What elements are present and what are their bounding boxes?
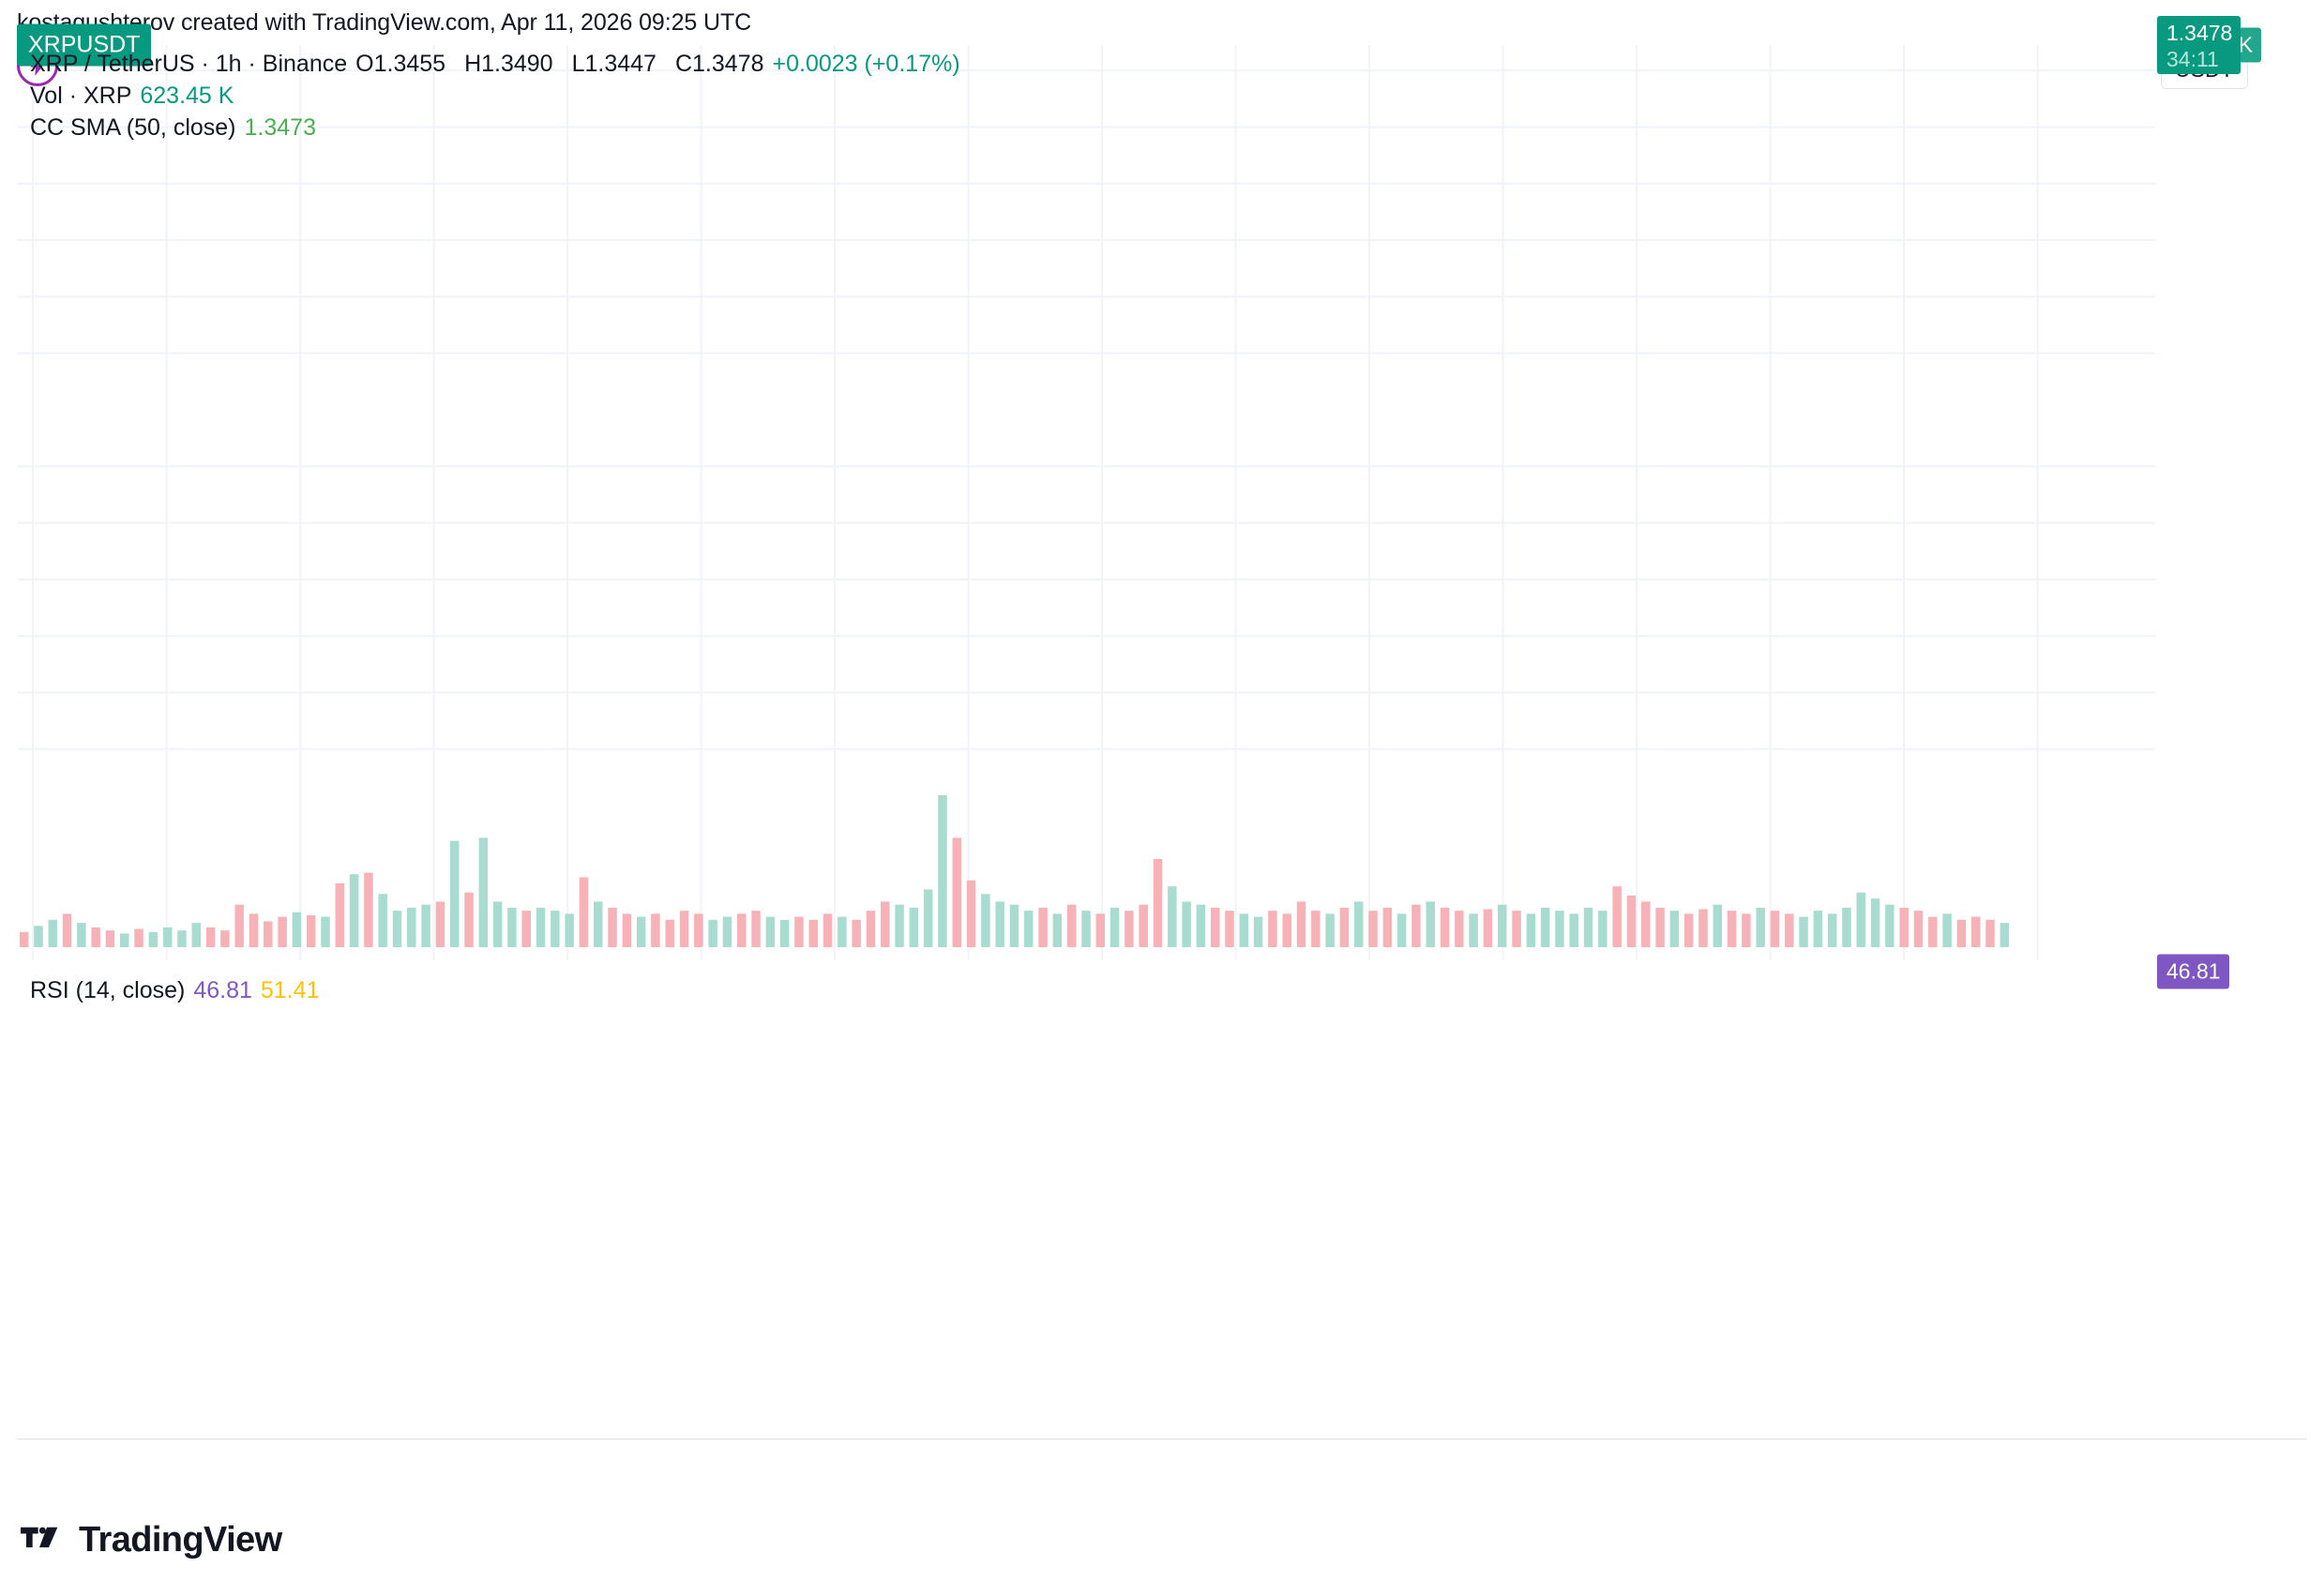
legend-ohlc: O1.3455 H1.3490 L1.3447 C1.3478 <box>355 51 763 78</box>
current-price-value: 1.3478 <box>2166 21 2233 45</box>
price-axis[interactable]: USDT 1.3478 34:11 1.3473 623.45 K <box>2155 16 2307 960</box>
bar-countdown: 34:11 <box>2166 47 2219 71</box>
price-pane[interactable]: USDT 1.3478 34:11 1.3473 623.45 K XRPUSD… <box>17 16 2307 960</box>
legend-rsi-value: 46.81 <box>193 977 252 1003</box>
legend-sma-row[interactable]: CC SMA (50, close) 1.3473 <box>30 114 960 146</box>
current-price-tag: 1.3478 34:11 <box>2157 16 2241 74</box>
legend-sma-title: CC SMA (50, close) <box>30 114 236 141</box>
ohlc-low: L1.3447 <box>571 51 656 77</box>
legend-change: +0.0023 (+0.17%) <box>772 51 960 77</box>
rsi-pane[interactable]: 51.41 46.81 RSI (14, close) 46.81 51.41 <box>17 954 2307 1439</box>
ohlc-close: C1.3478 <box>674 51 764 77</box>
legend-rsi-title: RSI (14, close) <box>30 977 186 1003</box>
rsi-plot-area[interactable] <box>17 972 2155 1439</box>
time-axis-separator <box>17 1439 2307 1440</box>
symbol-price-tag: XRPUSDT <box>17 23 152 67</box>
tradingview-logo-icon <box>21 1527 58 1547</box>
ohlc-high: H1.3490 <box>464 51 553 77</box>
legend-symbol-row[interactable]: XRP / TetherUS · 1h · Binance O1.3455 H1… <box>30 51 960 83</box>
ohlc-open: O1.3455 <box>355 51 446 77</box>
price-legend: XRP / TetherUS · 1h · Binance O1.3455 H1… <box>30 51 960 146</box>
tradingview-footer: TradingView <box>21 1517 282 1562</box>
time-axis[interactable] <box>17 1439 2307 1480</box>
legend-rsi-row[interactable]: RSI (14, close) 46.81 51.41 <box>30 977 319 1009</box>
tradingview-wordmark: TradingView <box>79 1519 282 1560</box>
chart-frame: USDT 1.3478 34:11 1.3473 623.45 K XRPUSD… <box>17 16 2307 1480</box>
rsi-axis[interactable]: 51.41 46.81 <box>2155 954 2307 1439</box>
legend-symbol-title: XRP / TetherUS · 1h · Binance <box>30 51 348 77</box>
legend-volume-row[interactable]: Vol · XRP 623.45 K <box>30 83 960 114</box>
rsi-legend: RSI (14, close) 46.81 51.41 <box>30 977 319 1009</box>
legend-volume-title: Vol · XRP <box>30 83 132 109</box>
candlestick-svg <box>17 45 2155 960</box>
rsi-value-tag: 46.81 <box>2157 954 2229 989</box>
legend-volume-value: 623.45 K <box>140 83 234 109</box>
legend-sma-value: 1.3473 <box>244 114 316 141</box>
legend-rsi-ma-value: 51.41 <box>260 977 320 1003</box>
price-plot-area[interactable] <box>17 45 2155 960</box>
rsi-svg <box>17 972 2155 1439</box>
